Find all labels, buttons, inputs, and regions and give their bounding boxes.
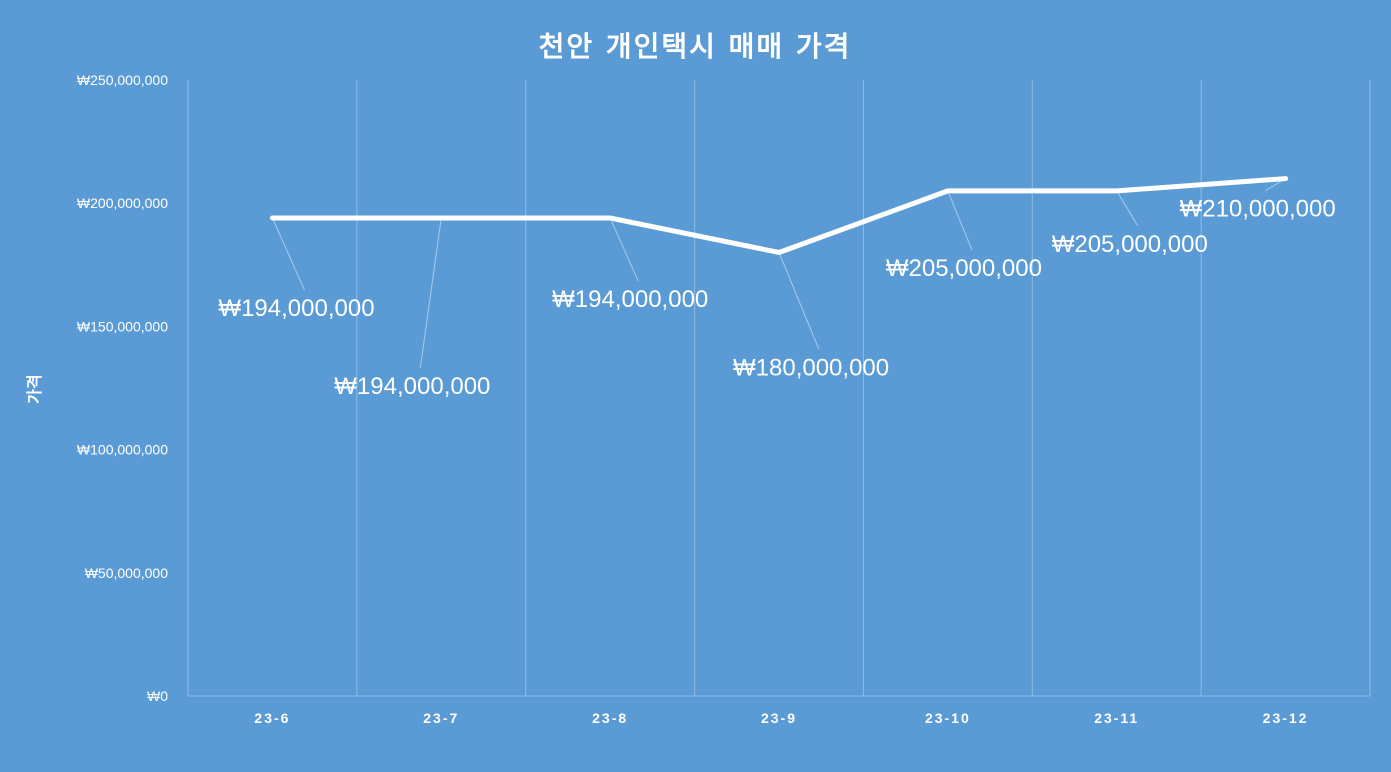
x-tick-label: 23-7: [423, 710, 459, 726]
series-line: [269, 176, 1289, 255]
x-tick-label: 23-12: [1263, 710, 1309, 726]
data-label-leaders: [271, 178, 1286, 369]
x-tick-label: 23-11: [1094, 710, 1139, 726]
data-label-leader: [1116, 190, 1139, 227]
chart-title: 천안 개인택시 매매 가격: [539, 30, 852, 63]
y-tick-label: ₩50,000,000: [85, 565, 168, 581]
data-label-leader: [778, 252, 820, 350]
series-layer: [269, 176, 1289, 255]
data-labels: ₩194,000,000 ₩194,000,000 ₩194,000,000 ₩180…: [218, 196, 1335, 400]
data-label: ₩194,000,000: [552, 286, 708, 313]
data-label: ₩210,000,000: [1180, 196, 1336, 223]
x-tick-label: 23-8: [592, 710, 628, 726]
data-label-leader: [271, 217, 305, 291]
y-tick-label: ₩100,000,000: [77, 442, 168, 458]
data-label-leader: [419, 217, 442, 369]
data-label-leader: [947, 190, 973, 251]
y-axis-label: 가격: [25, 374, 44, 403]
data-label: ₩205,000,000: [1052, 231, 1208, 258]
x-tick-label: 23-9: [761, 710, 797, 726]
y-tick-label: ₩200,000,000: [77, 195, 168, 211]
y-tick-label: ₩0: [147, 688, 168, 704]
y-tick-label: ₩250,000,000: [77, 72, 168, 88]
data-label: ₩194,000,000: [334, 373, 490, 400]
data-label: ₩205,000,000: [886, 255, 1042, 282]
data-label-leader: [609, 217, 639, 282]
x-tick-label: 23-6: [254, 710, 290, 726]
axes: ₩0 ₩50,000,000 ₩100,000,000 ₩150,000,000 ₩20…: [77, 72, 1370, 726]
x-tick-label: 23-10: [925, 710, 971, 726]
y-tick-label: ₩150,000,000: [77, 318, 168, 334]
data-label: ₩194,000,000: [218, 295, 374, 322]
data-label: ₩180,000,000: [733, 354, 889, 381]
